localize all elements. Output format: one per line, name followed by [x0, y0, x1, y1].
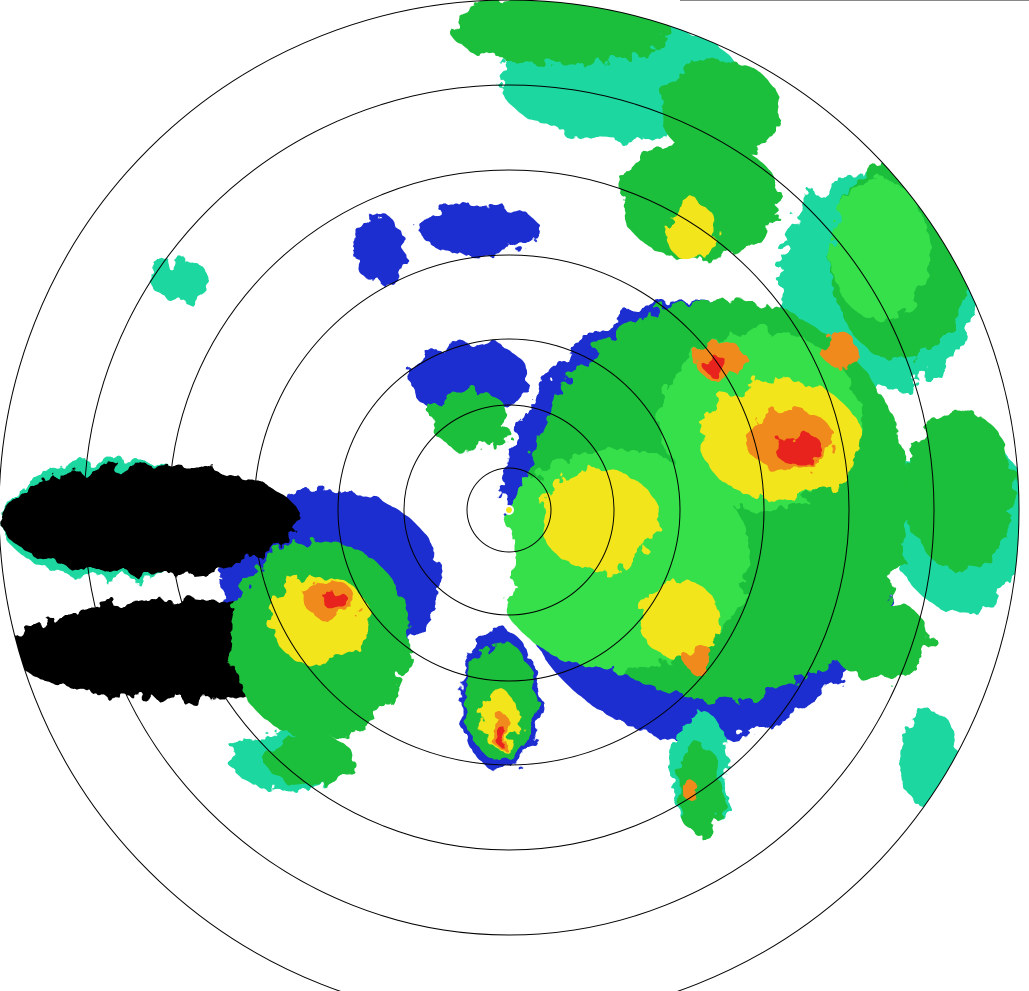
echo-cell [665, 200, 715, 260]
echo-cell [703, 355, 727, 375]
echo-cell [430, 390, 510, 450]
echo-cell [410, 340, 530, 420]
echo-cell [640, 580, 720, 660]
echo-cell [620, 140, 780, 260]
echo-cell [905, 410, 1015, 570]
echo-cell [775, 435, 825, 465]
echo-cell [420, 205, 540, 255]
echo-cell [822, 332, 858, 368]
echo-cell [540, 470, 660, 570]
echo-cell [830, 180, 930, 320]
precipitation-echoes [0, 0, 1019, 835]
echo-cell [150, 260, 210, 300]
range-ring [253, 254, 765, 766]
echo-cell [445, 500, 515, 620]
echo-cell [900, 710, 960, 810]
echo-cell [265, 735, 355, 785]
radar-site-marker [504, 505, 514, 515]
echo-cell [680, 782, 700, 798]
echo-cell [830, 600, 930, 680]
echo-cell [323, 590, 347, 610]
echo-cell [355, 215, 405, 285]
echo-cell [660, 60, 780, 160]
range-ring [403, 404, 615, 616]
echo-cell [380, 435, 460, 505]
echo-cell [494, 725, 506, 745]
echo-cell [450, 0, 670, 65]
range-ring [466, 467, 552, 553]
echo-cell [195, 535, 265, 555]
range-ring [83, 84, 935, 936]
echo-cell [685, 645, 715, 675]
range-ring [168, 169, 850, 851]
range-ring [337, 338, 681, 682]
